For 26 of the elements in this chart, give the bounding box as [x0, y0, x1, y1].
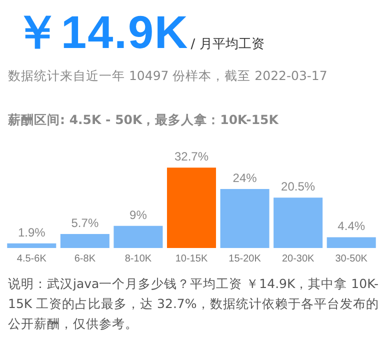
x-tick-label: 6-8K	[74, 254, 96, 264]
x-tick-label: 20-30K	[282, 254, 315, 264]
bar	[7, 243, 56, 248]
text: 说明：武汉java一个月多少钱？平均工资 ￥14.9K，其中拿 10K-15K 工资的占比最多，达 32.7%，数据统计依赖于各平台发布的公开薪酬，仅供参考。	[8, 275, 380, 333]
x-tick-label: 30-50K	[335, 254, 368, 264]
x-tick-label: 4.5-6K	[16, 254, 47, 264]
bar	[326, 237, 376, 248]
chart-title: ￥14.9K	[14, 6, 189, 58]
data-label: 1.9%	[18, 225, 46, 240]
data-label: 4.4%	[338, 219, 366, 234]
bar	[220, 189, 270, 248]
data-label: 9%	[130, 208, 148, 222]
x-tick-label: 15-20K	[228, 254, 262, 264]
x-tick-label: 8-10K	[124, 254, 152, 264]
data-label: 5.7%	[71, 216, 99, 230]
text: 薪酬区间: 4.5K - 50K，最多人拿：10K-15K	[8, 112, 278, 129]
bar	[166, 168, 216, 248]
bar	[114, 226, 163, 248]
data-label: 32.7%	[174, 150, 209, 164]
x-tick-label: 10-15K	[175, 254, 208, 264]
data-label: 24%	[232, 171, 258, 186]
data-label: 20.5%	[281, 180, 316, 194]
bar	[274, 198, 323, 248]
text: 数据统计来自近一年 10497 份样本，截至 2022-03-17	[8, 68, 328, 85]
bar	[60, 234, 110, 248]
chart-subtitle: / 月平均工资	[190, 37, 264, 52]
